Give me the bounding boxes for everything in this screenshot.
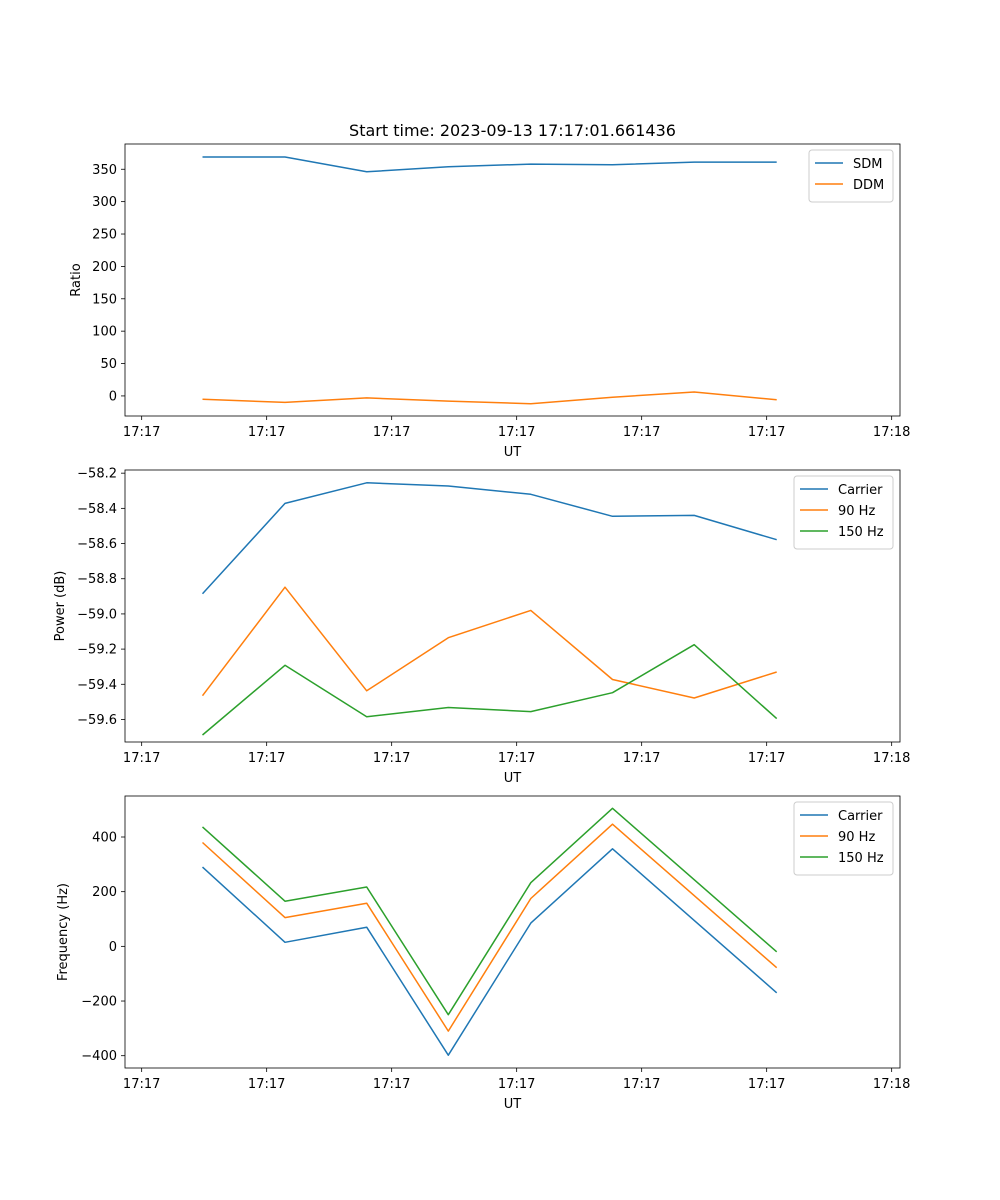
y-tick-label: 250 (92, 228, 117, 243)
legend-label: Carrier (838, 809, 883, 824)
legend-label: Carrier (838, 483, 883, 498)
x-tick-label: 17:17 (498, 751, 535, 766)
x-tick-label: 17:17 (373, 751, 410, 766)
chart-panel-2: 17:17 17:17 17:17 17:17 17:17 17:17 17:18 UT −59… (53, 467, 910, 786)
y-tick-label: −59.6 (77, 713, 117, 728)
y-tick-label: −59.0 (77, 607, 117, 622)
x-axis-label: UT (504, 445, 522, 460)
y-tick-label: 100 (92, 325, 117, 340)
x-tick-label: 17:17 (248, 751, 285, 766)
legend: Carrier 90 Hz 150 Hz (793, 801, 894, 876)
x-axis-label: UT (504, 771, 522, 786)
y-axis-label: Ratio (69, 263, 84, 296)
series-line-sdm (202, 156, 777, 173)
x-tick-label: 17:18 (873, 751, 910, 766)
y-tick-label: 200 (92, 885, 117, 900)
x-tick-label: 17:17 (748, 751, 785, 766)
x-axis-label: UT (504, 1097, 522, 1112)
legend-label: 150 Hz (838, 525, 884, 540)
legend-label: DDM (853, 178, 884, 193)
x-tick-label: 17:17 (623, 425, 660, 440)
y-tick-label: 50 (100, 357, 117, 372)
chart-panel-3: 17:17 17:17 17:17 17:17 17:17 17:17 17:18 UT −40… (56, 795, 910, 1112)
x-tick-label: 17:17 (748, 1077, 785, 1092)
x-tick-label: 17:17 (248, 425, 285, 440)
chart-title: Start time: 2023-09-13 17:17:01.661436 (349, 121, 676, 140)
legend-label: 90 Hz (838, 504, 875, 519)
x-tick-label: 17:17 (373, 1077, 410, 1092)
x-tick-label: 17:18 (873, 1077, 910, 1092)
y-tick-label: −58.4 (77, 502, 117, 517)
series-group (201, 482, 778, 736)
y-tick-label: 350 (92, 163, 117, 178)
y-tick-label: 0 (109, 940, 117, 955)
x-tick-label: 17:17 (498, 425, 535, 440)
series-group (202, 156, 777, 405)
y-tick-label: 150 (92, 292, 117, 307)
y-axis-label: Frequency (Hz) (56, 883, 71, 981)
series-line-carrier (201, 482, 777, 595)
y-tick-label: −58.6 (77, 537, 117, 552)
series-line-90-hz (201, 823, 778, 1032)
y-tick-label: −59.2 (77, 643, 117, 658)
legend: SDM DDM (808, 149, 894, 203)
series-line-150-hz (201, 807, 778, 1016)
y-axis-label: Power (dB) (53, 571, 68, 642)
y-tick-label: −59.4 (77, 678, 117, 693)
y-tick-label: −400 (81, 1049, 117, 1064)
chart-panel-1: Start time: 2023-09-13 17:17:01.661436 17… (69, 121, 910, 460)
y-tick-label: −58.2 (77, 467, 117, 482)
x-tick-label: 17:17 (248, 1077, 285, 1092)
x-tick-label: 17:17 (373, 425, 410, 440)
series-line-150-hz (202, 643, 778, 736)
axes-frame (124, 143, 901, 417)
x-tick-label: 17:17 (748, 425, 785, 440)
series-line-ddm (202, 391, 777, 405)
legend-label: 150 Hz (838, 851, 884, 866)
y-tick-label: 200 (92, 260, 117, 275)
x-tick-label: 17:17 (123, 1077, 160, 1092)
x-tick-label: 17:18 (873, 425, 910, 440)
y-tick-label: −200 (81, 995, 117, 1010)
axes-frame (124, 795, 901, 1069)
y-tick-label: 0 (109, 389, 117, 404)
x-tick-label: 17:17 (123, 425, 160, 440)
legend-label: SDM (853, 157, 882, 172)
x-tick-label: 17:17 (498, 1077, 535, 1092)
series-line-90-hz (201, 586, 777, 699)
axes-frame (124, 469, 901, 743)
legend-label: 90 Hz (838, 830, 875, 845)
x-tick-label: 17:17 (623, 751, 660, 766)
series-line-carrier (201, 848, 778, 1056)
y-tick-label: 400 (92, 831, 117, 846)
x-tick-label: 17:17 (123, 751, 160, 766)
legend: Carrier 90 Hz 150 Hz (793, 475, 894, 550)
x-tick-label: 17:17 (623, 1077, 660, 1092)
series-group (201, 807, 778, 1056)
y-tick-label: −58.8 (77, 572, 117, 587)
y-tick-label: 300 (92, 195, 117, 210)
